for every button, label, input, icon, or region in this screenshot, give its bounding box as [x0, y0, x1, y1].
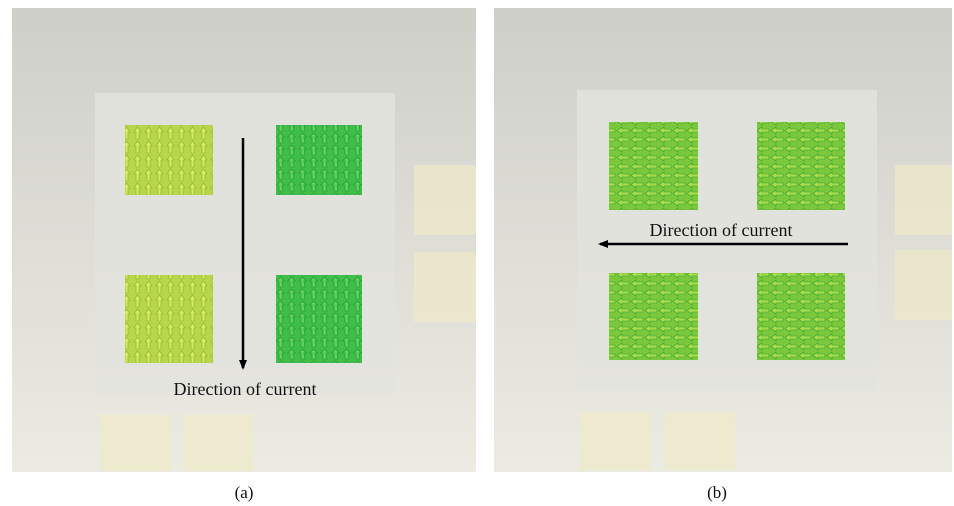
- patch: [125, 275, 213, 363]
- annotation: Direction of current: [650, 220, 793, 240]
- annotation: Direction of current: [174, 379, 317, 399]
- patch: [757, 273, 845, 360]
- caption: (a): [235, 483, 254, 502]
- patch: [276, 125, 362, 195]
- pad: [100, 415, 170, 471]
- pad: [183, 415, 253, 471]
- pad: [895, 165, 952, 235]
- pad: [580, 412, 650, 470]
- figure: Direction of current (a) Direction of cu…: [0, 0, 954, 506]
- caption: (b): [707, 483, 727, 502]
- patch: [609, 122, 698, 210]
- page: Direction of current (a) Direction of cu…: [0, 0, 954, 506]
- patch: [609, 273, 698, 360]
- pad: [665, 412, 735, 470]
- pad: [414, 252, 476, 322]
- patch: [757, 122, 845, 210]
- pad: [414, 165, 476, 235]
- patch: [276, 275, 362, 363]
- panel-a: Direction of current: [12, 8, 476, 472]
- panel-b: Direction of current: [494, 8, 952, 472]
- patch: [125, 125, 213, 195]
- pad: [895, 250, 952, 320]
